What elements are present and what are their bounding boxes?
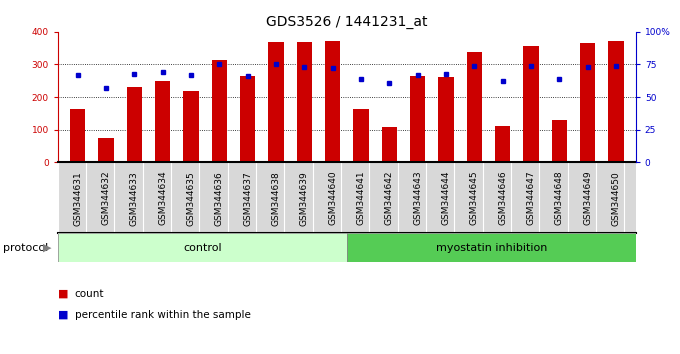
Bar — [466, 52, 482, 162]
Bar — [126, 87, 142, 162]
Text: control: control — [183, 243, 222, 253]
Text: GSM344631: GSM344631 — [73, 171, 82, 225]
Text: GSM344636: GSM344636 — [215, 171, 224, 225]
Bar — [155, 81, 171, 162]
Text: GSM344635: GSM344635 — [186, 171, 195, 225]
Text: GSM344633: GSM344633 — [130, 171, 139, 225]
Text: count: count — [75, 289, 104, 299]
Bar — [58, 234, 347, 262]
Bar — [438, 76, 454, 162]
Text: GSM344639: GSM344639 — [300, 171, 309, 225]
Text: GSM344638: GSM344638 — [271, 171, 280, 225]
Text: GSM344650: GSM344650 — [611, 171, 620, 225]
Text: ■: ■ — [58, 310, 68, 320]
Bar — [347, 234, 636, 262]
Bar — [523, 46, 539, 162]
Bar — [296, 42, 312, 162]
Bar — [381, 127, 397, 162]
Bar — [268, 42, 284, 162]
Text: GSM344647: GSM344647 — [526, 171, 535, 225]
Bar — [98, 138, 114, 162]
Text: GSM344642: GSM344642 — [385, 171, 394, 225]
Bar — [410, 76, 426, 162]
Text: GSM344641: GSM344641 — [356, 171, 365, 225]
Bar — [353, 109, 369, 162]
Text: GSM344648: GSM344648 — [555, 171, 564, 225]
Text: GSM344644: GSM344644 — [441, 171, 450, 225]
Text: myostatin inhibition: myostatin inhibition — [436, 243, 547, 253]
Text: GSM344632: GSM344632 — [101, 171, 110, 225]
Text: GSM344640: GSM344640 — [328, 171, 337, 225]
Text: ▶: ▶ — [43, 243, 51, 253]
Text: GSM344643: GSM344643 — [413, 171, 422, 225]
Text: GSM344634: GSM344634 — [158, 171, 167, 225]
Bar — [325, 41, 341, 162]
Text: percentile rank within the sample: percentile rank within the sample — [75, 310, 251, 320]
Bar — [551, 120, 567, 162]
Bar — [70, 109, 86, 162]
Text: GSM344646: GSM344646 — [498, 171, 507, 225]
Bar — [183, 91, 199, 162]
Bar — [608, 41, 624, 162]
Text: protocol: protocol — [3, 243, 49, 253]
Text: GSM344637: GSM344637 — [243, 171, 252, 225]
Text: GSM344645: GSM344645 — [470, 171, 479, 225]
Title: GDS3526 / 1441231_at: GDS3526 / 1441231_at — [266, 16, 428, 29]
Bar — [211, 59, 227, 162]
Bar — [240, 76, 256, 162]
Bar — [495, 126, 511, 162]
Text: ■: ■ — [58, 289, 68, 299]
Text: GSM344649: GSM344649 — [583, 171, 592, 225]
Bar — [580, 42, 596, 162]
